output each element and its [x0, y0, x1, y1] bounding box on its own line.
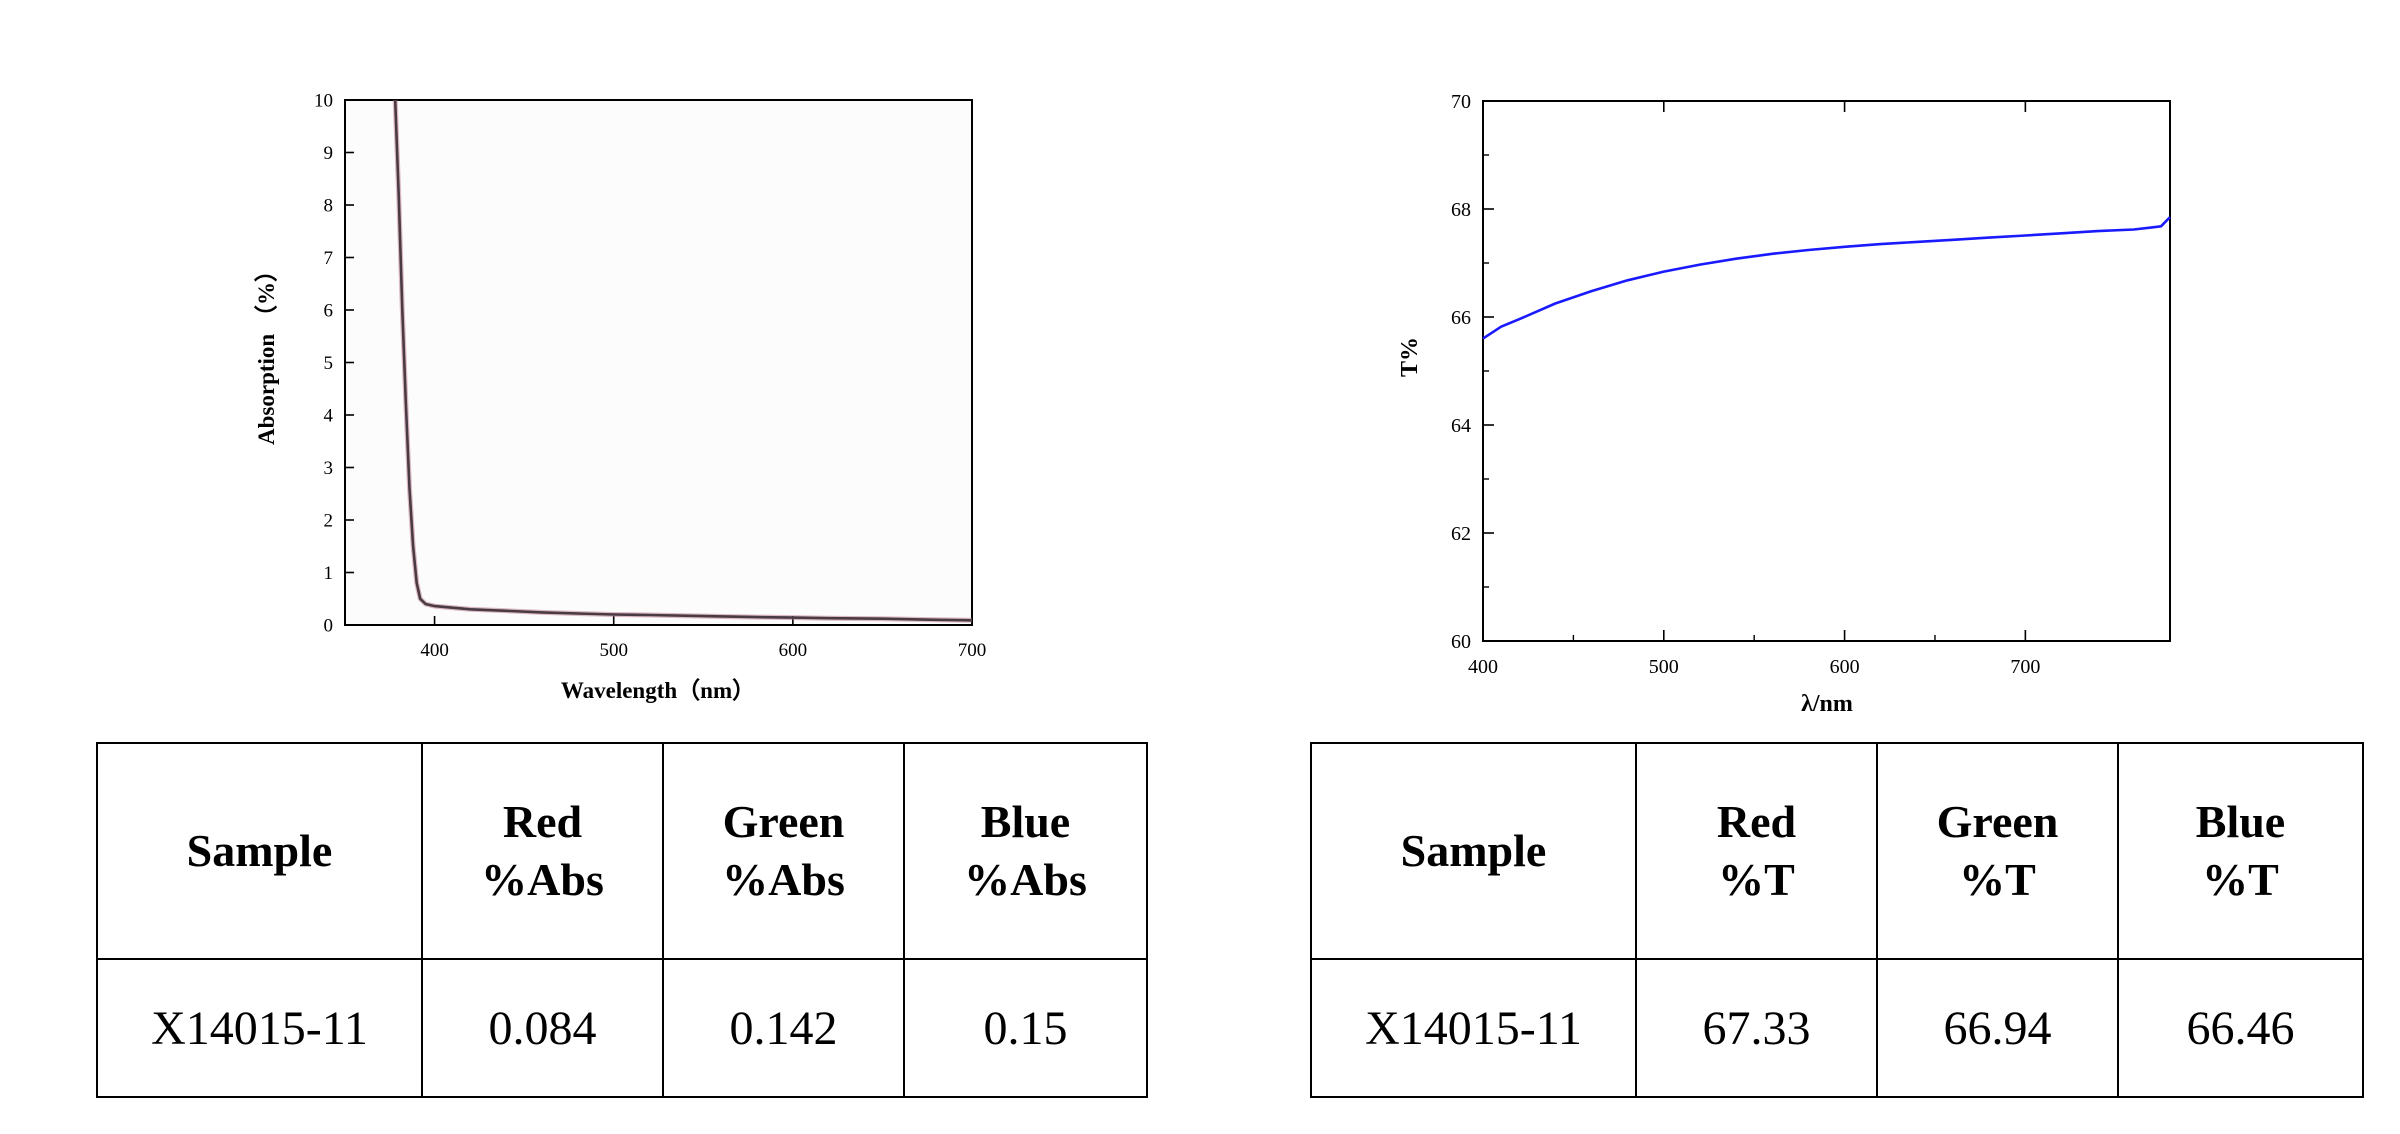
absorption-y-tick-label: 8 [324, 196, 334, 217]
absorption-cell-red: 0.084 [421, 958, 664, 1098]
absorption-x-tick-label: 500 [599, 640, 628, 661]
absorption-y-tick-label: 5 [324, 353, 334, 374]
transmittance-cell-red: 67.33 [1635, 958, 1878, 1098]
absorption-chart: 0 1 2 3 4 5 6 7 8 9 10 400 500 600 700 Wavelength（nm）… [253, 91, 986, 703]
transmittance-y-axis-label: T% [1397, 337, 1423, 377]
absorption-cell-blue: 0.15 [903, 958, 1148, 1098]
absorption-cell-sample: X14015-11 [96, 958, 423, 1098]
absorption-y-axis-label: Absorption （%） [253, 259, 279, 445]
absorption-header-green: Green %Abs [662, 742, 905, 960]
absorption-y-tick-label: 6 [324, 301, 334, 322]
transmittance-x-ticks: 400 500 600 700 [1468, 101, 2040, 678]
absorption-series-group [392, 99, 973, 623]
table-row: X14015-11 67.33 66.94 66.46 [1310, 958, 2364, 1098]
absorption-cell-green: 0.142 [662, 958, 905, 1098]
transmittance-table: Sample Red %T Green %T Blue %T X14015-11 67… [1310, 742, 2364, 1098]
absorption-y-ticks: 0 1 2 3 4 5 6 7 8 9 10 [314, 91, 354, 637]
table-row: X14015-11 0.084 0.142 0.15 [96, 958, 1148, 1098]
transmittance-x-tick-label: 500 [1649, 656, 1679, 678]
absorption-y-tick-label: 3 [324, 458, 334, 479]
absorption-y-tick-label: 0 [324, 616, 334, 637]
absorption-series-line [393, 99, 973, 622]
absorption-y-tick-label: 10 [314, 91, 333, 112]
absorption-x-tick-label: 600 [779, 640, 808, 661]
absorption-x-axis-label: Wavelength（nm） [561, 677, 755, 703]
transmittance-plot-area [1482, 100, 2171, 642]
transmittance-series-group [1482, 216, 2171, 340]
absorption-y-tick-label: 9 [324, 143, 334, 164]
transmittance-x-axis-label: λ/nm [1801, 691, 1853, 717]
transmittance-series-line [1482, 216, 2171, 340]
transmittance-x-tick-label: 600 [1830, 656, 1860, 678]
absorption-y-tick-label: 2 [324, 511, 334, 532]
transmittance-plot-frame [1482, 100, 2171, 642]
transmittance-y-tick-label: 60 [1451, 631, 1471, 653]
absorption-plot-area [344, 99, 973, 626]
transmittance-y-tick-label: 70 [1451, 91, 1471, 113]
transmittance-x-tick-label: 400 [1468, 656, 1498, 678]
absorption-y-tick-label: 1 [324, 563, 334, 584]
transmittance-cell-green: 66.94 [1876, 958, 2119, 1098]
absorption-plot-frame [344, 99, 973, 626]
absorption-x-tick-label: 400 [420, 640, 449, 661]
absorption-header-red: Red %Abs [421, 742, 664, 960]
transmittance-header-blue: Blue %T [2117, 742, 2364, 960]
transmittance-y-tick-label: 66 [1451, 307, 1471, 329]
transmittance-table-header-row: Sample Red %T Green %T Blue %T [1310, 742, 2364, 960]
transmittance-cell-sample: X14015-11 [1310, 958, 1637, 1098]
transmittance-chart: 60 62 64 66 68 70 400 500 600 700 λ/nm T% [1397, 91, 2171, 717]
transmittance-y-tick-label: 64 [1451, 415, 1471, 437]
transmittance-y-tick-label: 68 [1451, 199, 1471, 221]
absorption-x-tick-label: 700 [958, 640, 987, 661]
transmittance-cell-blue: 66.46 [2117, 958, 2364, 1098]
transmittance-header-green: Green %T [1876, 742, 2119, 960]
absorption-y-tick-label: 4 [324, 406, 334, 427]
absorption-table: Sample Red %Abs Green %Abs Blue %Abs X14015… [96, 742, 1148, 1098]
absorption-header-sample: Sample [96, 742, 423, 960]
transmittance-y-tick-label: 62 [1451, 523, 1471, 545]
absorption-x-ticks: 400 500 600 700 [420, 616, 986, 661]
transmittance-header-red: Red %T [1635, 742, 1878, 960]
transmittance-header-sample: Sample [1310, 742, 1637, 960]
transmittance-y-ticks: 60 62 64 66 68 70 [1451, 91, 1494, 653]
absorption-y-tick-label: 7 [324, 248, 334, 269]
absorption-header-blue: Blue %Abs [903, 742, 1148, 960]
absorption-table-header-row: Sample Red %Abs Green %Abs Blue %Abs [96, 742, 1148, 960]
transmittance-x-tick-label: 700 [2010, 656, 2040, 678]
